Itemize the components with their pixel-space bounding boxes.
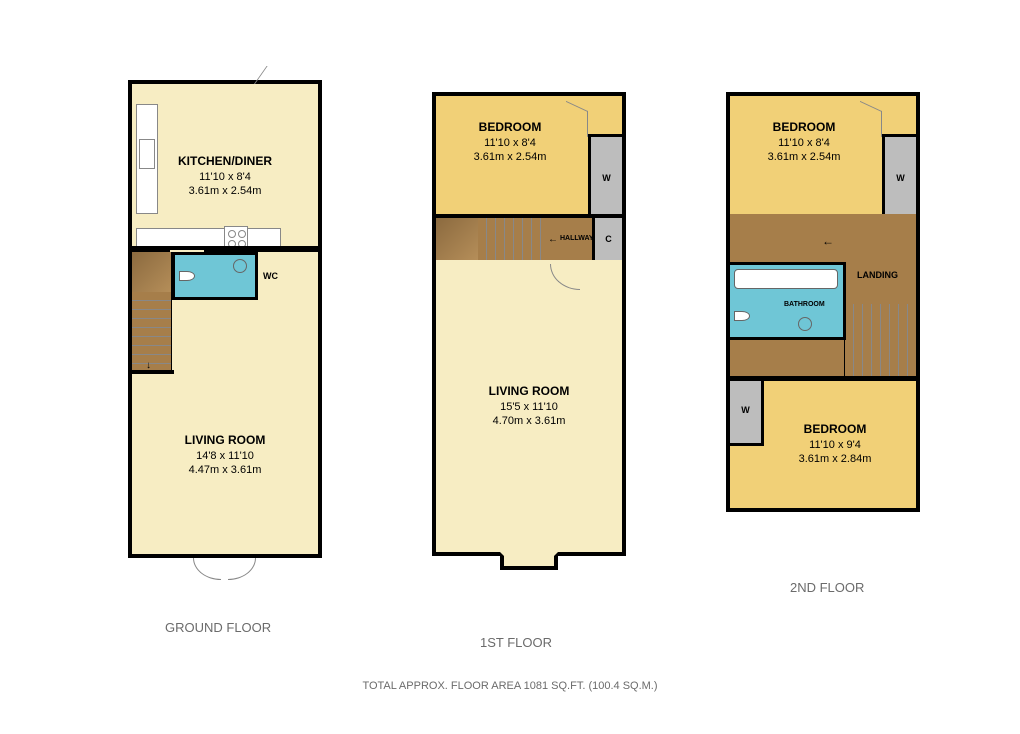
bedroom-first-met: 3.61m x 2.54m [450, 150, 570, 164]
stair-treads-second [845, 304, 916, 376]
living-first-met: 4.70m x 3.61m [493, 414, 566, 428]
stair-treads-first [478, 218, 546, 260]
second-floor-title: 2ND FLOOR [790, 580, 864, 595]
stair-wall-bottom [128, 370, 174, 374]
footer-total-area: TOTAL APPROX. FLOOR AREA 1081 SQ.FT. (10… [0, 680, 1020, 692]
w1-label: W [896, 173, 905, 183]
basin-icon [798, 317, 812, 331]
bedroom2-1-imp: 11'10 x 8'4 [744, 136, 864, 150]
rear-door-icon [254, 66, 301, 84]
kitchen-dims-imp: 11'10 x 8'4 [178, 170, 272, 184]
bathroom: BATHROOM [730, 262, 846, 340]
landing-arrow-icon: ← [822, 234, 834, 248]
bedroom2-1-met: 3.61m x 2.54m [744, 150, 864, 164]
wall-second-lower [726, 376, 920, 381]
front-door-left-icon [193, 558, 221, 580]
cupboard-first: C [592, 218, 622, 260]
wardrobe-first: W [588, 134, 622, 218]
hallway-first: ← HALLWAY C [432, 214, 626, 264]
stair-treads [132, 292, 171, 372]
bathtub-icon [734, 269, 838, 289]
ground-floor-title: GROUND FLOOR [165, 620, 271, 635]
bedroom2-2-imp: 11'10 x 9'4 [770, 438, 900, 452]
bedroom-first: BEDROOM 11'10 x 8'4 3.61m x 2.54m W [432, 92, 626, 218]
bay-first [500, 552, 558, 570]
bedroom-second-2: W BEDROOM 11'10 x 9'4 3.61m x 2.84m [726, 376, 920, 512]
landing-label: LANDING [857, 270, 898, 280]
bedroom-first-label: BEDROOM [450, 120, 570, 136]
toilet2-icon [734, 311, 750, 321]
stairs-second [844, 304, 916, 376]
w-first-label: W [602, 173, 611, 183]
living-ground-met: 4.47m x 3.61m [189, 463, 262, 477]
wc-room: WC [172, 252, 258, 300]
kitchen-sink-icon [139, 139, 155, 169]
wc-label: WC [263, 271, 278, 281]
living-ground-imp: 14'8 x 11'10 [196, 449, 254, 463]
w2-label: W [741, 405, 750, 415]
bedroom-second-1: BEDROOM 11'10 x 8'4 3.61m x 2.54m W [726, 92, 920, 218]
c-label: C [605, 234, 612, 244]
living-ground-label: LIVING ROOM [185, 433, 266, 449]
first-floor-title: 1ST FLOOR [480, 635, 552, 650]
living-first-imp: 15'5 x 11'10 [500, 400, 558, 414]
hallway-label: HALLWAY [560, 235, 594, 242]
stairs-ground: ↓ [132, 252, 172, 372]
living-first-label: LIVING ROOM [489, 384, 570, 400]
wc-sink-icon [233, 259, 247, 273]
bedroom2-2-label: BEDROOM [770, 422, 900, 438]
bedroom-first-imp: 11'10 x 8'4 [450, 136, 570, 150]
hallway-arrow-icon: ← [548, 234, 558, 245]
front-door-right-icon [228, 558, 256, 580]
toilet-icon [179, 271, 195, 281]
bathroom-label: BATHROOM [784, 301, 825, 308]
kitchen-dims-met: 3.61m x 2.54m [178, 184, 272, 198]
bedroom2-2-met: 3.61m x 2.84m [770, 452, 900, 466]
kitchen-diner: KITCHEN/DINER 11'10 x 8'4 3.61m x 2.54m [128, 80, 322, 250]
wardrobe-second-1: W [882, 134, 916, 218]
living-room-first: LIVING ROOM 15'5 x 11'10 4.70m x 3.61m [432, 260, 626, 556]
wardrobe-second-2: W [730, 376, 764, 446]
living-room-ground: LIVING ROOM 14'8 x 11'10 4.47m x 3.61m [128, 390, 322, 520]
bedroom2-1-label: BEDROOM [744, 120, 864, 136]
landing-band: ← LANDING BATHROOM [726, 214, 920, 380]
kitchen-label: KITCHEN/DINER [178, 154, 272, 170]
